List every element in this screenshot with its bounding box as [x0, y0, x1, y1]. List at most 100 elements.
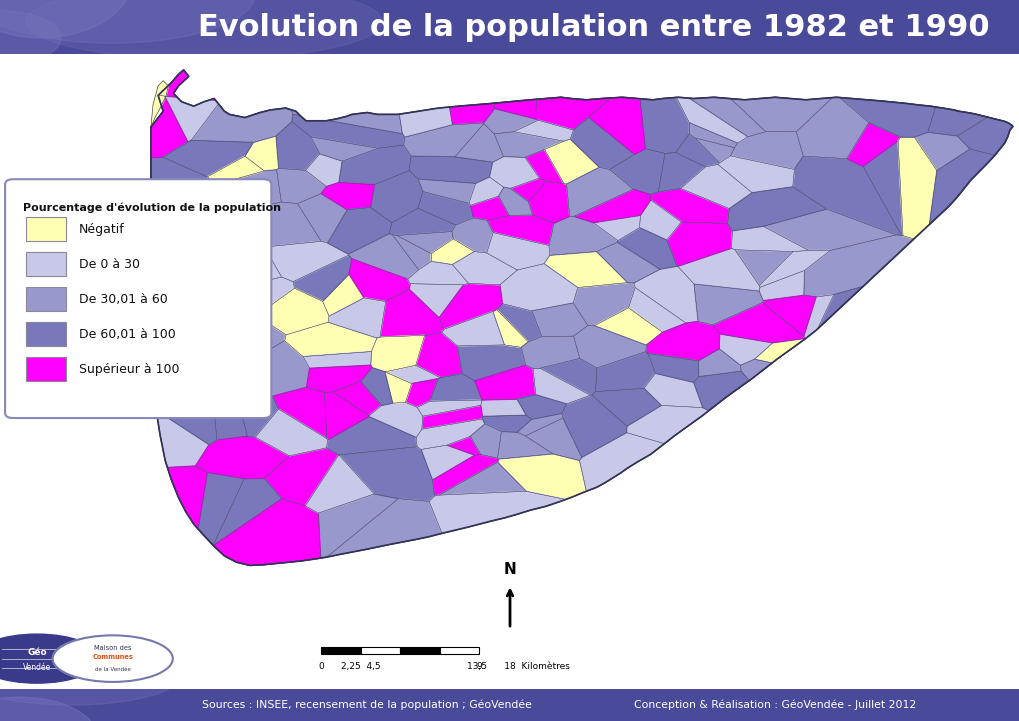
- Polygon shape: [762, 209, 896, 250]
- Polygon shape: [197, 342, 267, 376]
- Polygon shape: [255, 409, 327, 456]
- Polygon shape: [213, 479, 281, 546]
- Polygon shape: [626, 405, 708, 443]
- Polygon shape: [207, 156, 264, 184]
- Polygon shape: [370, 171, 423, 223]
- Polygon shape: [927, 107, 986, 136]
- Polygon shape: [257, 288, 329, 335]
- Polygon shape: [311, 137, 378, 162]
- Polygon shape: [409, 156, 492, 183]
- Ellipse shape: [0, 697, 97, 721]
- Polygon shape: [470, 424, 501, 458]
- Polygon shape: [292, 255, 352, 301]
- Polygon shape: [499, 264, 577, 311]
- Polygon shape: [649, 188, 729, 224]
- Polygon shape: [404, 123, 483, 157]
- Text: N: N: [503, 562, 516, 577]
- Polygon shape: [379, 289, 443, 337]
- Polygon shape: [272, 387, 326, 438]
- Polygon shape: [666, 222, 732, 266]
- Polygon shape: [318, 494, 398, 558]
- Polygon shape: [441, 311, 504, 346]
- Polygon shape: [694, 284, 762, 325]
- Bar: [25, 252, 66, 276]
- Polygon shape: [717, 156, 794, 193]
- Polygon shape: [202, 375, 269, 410]
- Polygon shape: [200, 231, 269, 274]
- Polygon shape: [735, 249, 793, 286]
- Polygon shape: [449, 103, 494, 125]
- Polygon shape: [579, 433, 663, 491]
- Polygon shape: [762, 296, 815, 337]
- Polygon shape: [517, 413, 562, 436]
- Polygon shape: [213, 251, 281, 291]
- Bar: [400, 647, 439, 655]
- Polygon shape: [645, 322, 718, 360]
- Polygon shape: [639, 200, 681, 240]
- Polygon shape: [264, 448, 338, 506]
- Text: Maison des: Maison des: [94, 645, 131, 650]
- Text: Pourcentage d'évolution de la population: Pourcentage d'évolution de la population: [23, 202, 281, 213]
- Polygon shape: [803, 295, 833, 338]
- Polygon shape: [514, 120, 573, 141]
- Polygon shape: [548, 216, 618, 255]
- Polygon shape: [451, 218, 493, 253]
- Polygon shape: [451, 252, 517, 285]
- Polygon shape: [438, 283, 502, 329]
- Polygon shape: [151, 233, 211, 272]
- Polygon shape: [151, 195, 182, 234]
- Polygon shape: [170, 198, 222, 237]
- Bar: [25, 217, 66, 242]
- Polygon shape: [494, 99, 536, 119]
- Polygon shape: [803, 235, 913, 297]
- Polygon shape: [647, 353, 698, 382]
- Bar: [25, 322, 66, 346]
- Polygon shape: [391, 234, 431, 270]
- Polygon shape: [214, 408, 248, 440]
- Polygon shape: [539, 358, 596, 395]
- Polygon shape: [151, 327, 193, 359]
- Text: Négatif: Négatif: [78, 223, 124, 236]
- Polygon shape: [327, 208, 391, 254]
- Polygon shape: [470, 196, 508, 221]
- Polygon shape: [221, 277, 294, 316]
- Ellipse shape: [0, 642, 183, 705]
- Polygon shape: [432, 454, 498, 496]
- Polygon shape: [158, 70, 189, 97]
- Polygon shape: [730, 97, 832, 132]
- Polygon shape: [680, 164, 751, 208]
- Polygon shape: [291, 110, 300, 115]
- Polygon shape: [839, 97, 934, 137]
- Polygon shape: [643, 373, 702, 407]
- Polygon shape: [535, 97, 610, 130]
- Polygon shape: [151, 283, 197, 312]
- Bar: [321, 647, 361, 655]
- Polygon shape: [327, 112, 401, 134]
- Polygon shape: [198, 472, 244, 545]
- Polygon shape: [454, 124, 503, 162]
- Polygon shape: [195, 310, 286, 350]
- Polygon shape: [196, 436, 289, 479]
- Polygon shape: [416, 419, 485, 449]
- Polygon shape: [628, 288, 686, 332]
- Polygon shape: [213, 197, 265, 239]
- Polygon shape: [409, 284, 464, 318]
- Polygon shape: [561, 395, 627, 457]
- Polygon shape: [163, 141, 253, 177]
- Polygon shape: [616, 228, 677, 269]
- Polygon shape: [348, 234, 418, 279]
- Polygon shape: [361, 368, 392, 405]
- Polygon shape: [385, 366, 440, 384]
- Polygon shape: [593, 216, 640, 241]
- Bar: [361, 647, 400, 655]
- Polygon shape: [332, 381, 381, 415]
- Polygon shape: [588, 97, 645, 154]
- Polygon shape: [846, 123, 900, 167]
- Polygon shape: [489, 156, 539, 188]
- Polygon shape: [754, 338, 805, 363]
- Polygon shape: [321, 182, 374, 210]
- Polygon shape: [59, 278, 100, 298]
- Polygon shape: [246, 341, 310, 397]
- Bar: [439, 647, 479, 655]
- Polygon shape: [528, 182, 570, 223]
